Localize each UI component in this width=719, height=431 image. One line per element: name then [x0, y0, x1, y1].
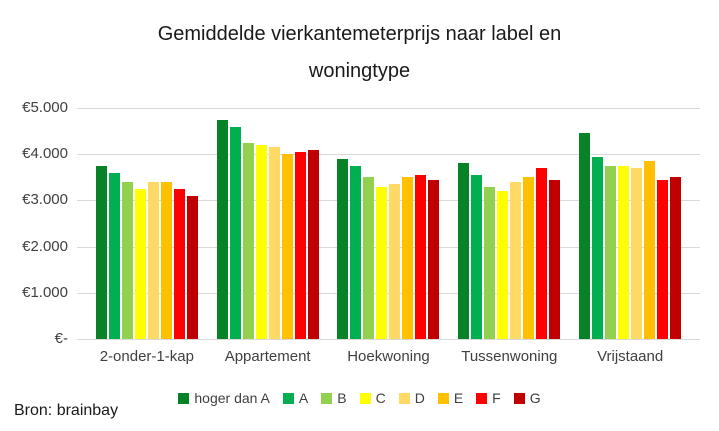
chart-title-line-1: Gemiddelde vierkantemeterprijs naar labe…	[157, 23, 562, 45]
plot-area: 2-onder-1-kap Appartement Hoekwoning Tussen…	[77, 108, 700, 365]
bar-group: Hoekwoning	[337, 108, 440, 365]
bar	[216, 119, 228, 339]
bar	[186, 195, 198, 339]
bar	[337, 158, 349, 339]
gridline	[77, 108, 700, 109]
bar	[618, 165, 630, 339]
bar	[605, 165, 617, 339]
legend-swatch-icon	[359, 392, 371, 404]
bar	[281, 154, 293, 339]
y-axis: €- €1.000 €2.000 €3.000 €4.000 €5.000	[0, 0, 68, 431]
bar	[108, 172, 120, 339]
legend-item: hoger dan A	[178, 391, 270, 405]
bar	[389, 184, 401, 339]
legend-swatch-icon	[398, 392, 410, 404]
legend-label: D	[414, 390, 425, 406]
bar	[428, 179, 440, 339]
bar	[307, 149, 319, 339]
legend-label: B	[337, 390, 347, 406]
legend-item: F	[476, 391, 501, 405]
bar	[592, 156, 604, 339]
bar-group: Appartement	[216, 108, 319, 365]
bar	[229, 126, 241, 339]
gridline	[77, 154, 700, 156]
legend-swatch-icon	[321, 392, 333, 404]
bar	[670, 177, 682, 339]
bar-groups: 2-onder-1-kap Appartement Hoekwoning Tussen…	[77, 108, 700, 365]
bar-group: Vrijstaand	[579, 108, 682, 365]
legend-label: A	[298, 390, 309, 406]
bar-group: 2-onder-1-kap	[95, 108, 198, 365]
y-tick-label: €2.000	[22, 237, 68, 255]
y-tick-label: €-	[54, 330, 68, 347]
bar	[402, 177, 414, 339]
y-tick-label: €3.000	[22, 191, 68, 209]
chart-title: Gemiddelde vierkantemeterprijs naar labe…	[0, 16, 719, 90]
bar	[242, 142, 254, 339]
bar	[523, 177, 535, 339]
legend-item: G	[513, 390, 541, 406]
bar	[458, 163, 470, 339]
bar	[579, 133, 591, 339]
bar	[510, 181, 522, 339]
x-axis-label: Vrijstaand	[597, 348, 664, 365]
source-note: Bron: brainbay	[14, 402, 119, 419]
y-tick-label: €4.000	[22, 145, 68, 163]
legend-swatch-icon	[476, 392, 488, 404]
bar	[121, 181, 133, 339]
legend-label: G	[529, 390, 541, 406]
legend-item: D	[398, 390, 425, 406]
bar	[376, 186, 388, 339]
bar	[415, 175, 427, 339]
bar	[255, 145, 267, 339]
bar	[497, 191, 509, 339]
legend-item: E	[437, 390, 464, 406]
bar-group: Tussenwoning	[458, 108, 561, 365]
bar	[160, 181, 172, 339]
bar	[134, 188, 146, 339]
legend-swatch-icon	[513, 392, 525, 404]
bar	[363, 177, 375, 339]
x-axis-label: Hoekwoning	[347, 348, 430, 365]
legend-swatch-icon	[282, 392, 294, 404]
legend-item: B	[321, 390, 347, 406]
gridline	[77, 246, 700, 248]
legend-item: C	[359, 390, 386, 406]
bar	[644, 161, 656, 339]
bar	[350, 165, 362, 339]
x-axis-label: 2-onder-1-kap	[99, 348, 194, 365]
bar	[549, 179, 561, 339]
legend-item: A	[282, 390, 309, 406]
gridline	[77, 292, 700, 294]
y-tick-label: €1.000	[22, 283, 68, 301]
legend-label: hoger dan A	[194, 390, 270, 406]
y-tick-label: €5.000	[22, 99, 68, 116]
bar	[268, 147, 280, 339]
legend-label: C	[375, 390, 386, 406]
bar	[657, 179, 669, 339]
legend: hoger dan A A B C D E F G	[0, 391, 719, 405]
bar	[536, 168, 548, 339]
bar	[173, 188, 185, 339]
legend-label: E	[453, 390, 464, 406]
bar	[147, 181, 159, 339]
gridline	[77, 200, 700, 202]
chart-title-line-2: woningtype	[308, 60, 411, 82]
x-axis-label: Tussenwoning	[461, 348, 558, 365]
legend-swatch-icon	[178, 392, 190, 404]
bar	[484, 186, 496, 339]
x-axis-label: Appartement	[224, 348, 311, 365]
bar	[95, 165, 107, 339]
legend-swatch-icon	[437, 392, 449, 404]
gridline	[77, 339, 700, 340]
bar	[294, 151, 306, 339]
bar	[631, 168, 643, 339]
bar	[471, 175, 483, 339]
legend-label: F	[492, 390, 501, 406]
